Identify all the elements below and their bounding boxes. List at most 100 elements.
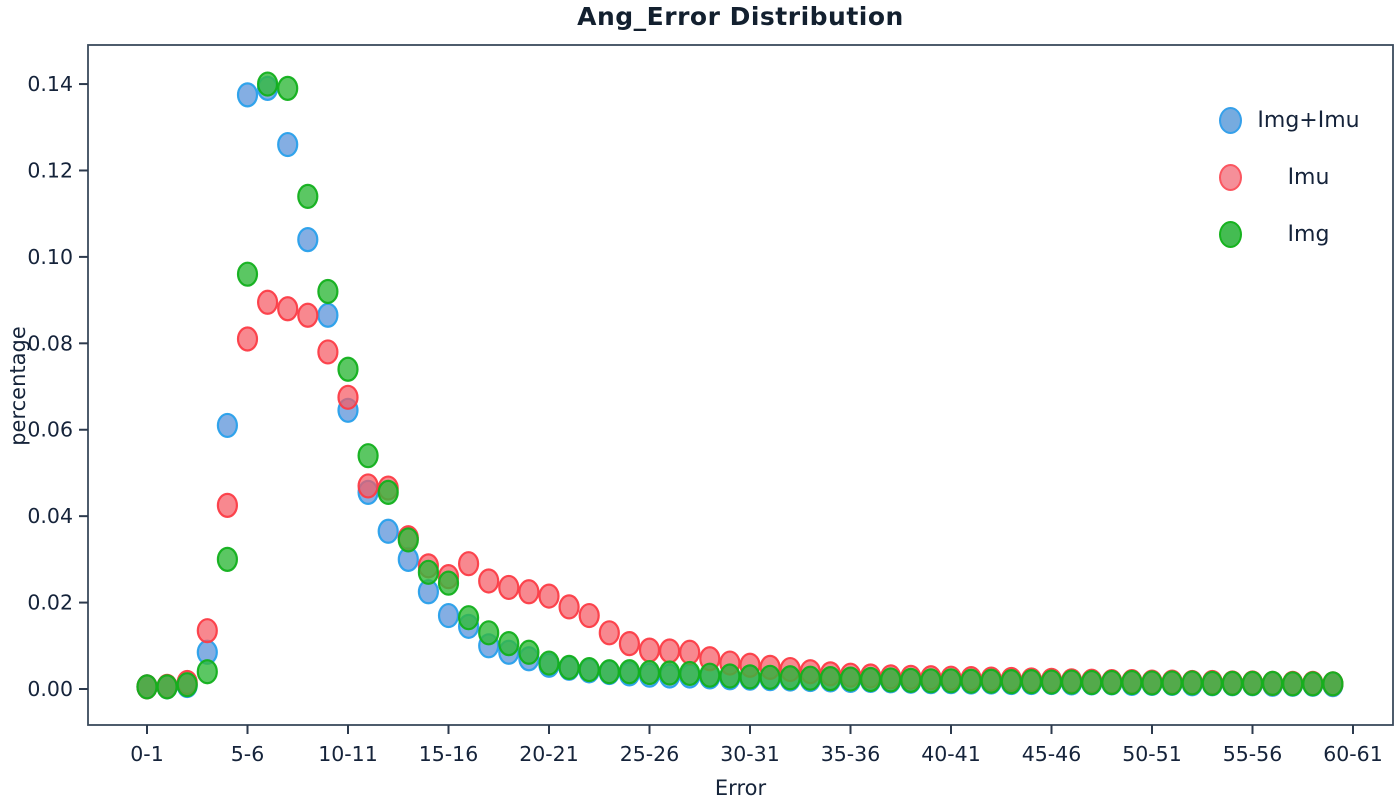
data-point (377, 479, 399, 505)
legend-item-img-imu: Img+Imu (1205, 92, 1375, 149)
data-point (317, 278, 339, 305)
data-point (216, 546, 238, 572)
data-point (1000, 669, 1022, 695)
x-tick-label: 45-46 (1022, 742, 1082, 766)
data-point (156, 674, 178, 700)
data-point (1141, 670, 1163, 696)
data-point (377, 518, 399, 544)
y-tick-label: 0.08 (27, 331, 73, 355)
x-tick-label: 50-51 (1122, 742, 1182, 766)
legend-marker-imu-icon (1219, 164, 1242, 191)
data-point (618, 631, 641, 657)
data-point (578, 656, 600, 683)
data-point (538, 583, 560, 609)
data-point (1302, 671, 1324, 697)
data-point (317, 339, 339, 365)
data-point (277, 296, 299, 322)
y-tick-label: 0.00 (27, 677, 73, 701)
data-point (558, 594, 580, 620)
data-point (538, 650, 560, 676)
data-point (679, 660, 701, 687)
data-point (920, 668, 942, 694)
data-point (719, 663, 741, 689)
y-tick-label: 0.14 (27, 72, 73, 96)
y-tick-label: 0.06 (27, 418, 73, 442)
data-point (357, 443, 379, 469)
legend-marker-img-icon (1219, 221, 1242, 248)
data-point (196, 618, 218, 644)
data-point (598, 620, 620, 646)
data-point (1101, 669, 1123, 696)
data-point (257, 71, 279, 97)
data-point (1261, 670, 1284, 696)
y-axis: 0.00 0.02 0.04 0.06 0.08 0.10 0.12 0.14 (27, 72, 88, 701)
data-point (317, 302, 339, 328)
data-point (277, 131, 299, 158)
data-point (518, 639, 540, 665)
data-point (759, 664, 781, 690)
y-tick-label: 0.12 (27, 158, 73, 182)
data-point (1161, 670, 1183, 696)
data-point (458, 551, 480, 577)
data-point (518, 579, 540, 605)
data-point (859, 666, 882, 693)
data-point (638, 637, 661, 663)
data-point (478, 568, 500, 594)
x-axis: 0-1 5-6 10-11 15-16 20-21 25-26 30-31 35-36 40-4… (130, 725, 1383, 766)
data-point (1081, 669, 1103, 696)
data-point (216, 492, 238, 518)
data-point (417, 559, 439, 585)
data-point (1201, 670, 1223, 696)
y-axis-label: percentage (6, 326, 30, 446)
x-tick-label: 15-16 (419, 742, 479, 766)
y-tick-label: 0.04 (27, 504, 73, 528)
data-point (498, 631, 520, 657)
data-point (658, 638, 681, 664)
data-point (337, 356, 359, 382)
data-point (779, 665, 801, 691)
data-point (839, 666, 862, 692)
x-tick-label: 20-21 (519, 742, 579, 766)
x-tick-label: 35-36 (821, 742, 881, 766)
data-point (1181, 670, 1203, 696)
data-point (297, 227, 319, 253)
data-point (1221, 670, 1244, 696)
data-point (819, 666, 842, 692)
data-point (1322, 671, 1344, 697)
legend-label-img: Img (1287, 222, 1330, 247)
data-point (397, 527, 419, 553)
legend-label-imu: Imu (1287, 165, 1330, 190)
data-point (679, 639, 701, 665)
data-point (297, 302, 319, 328)
legend-marker-img-imu-icon (1219, 107, 1242, 134)
data-point (236, 261, 259, 287)
x-tick-label: 60-61 (1323, 742, 1383, 766)
legend-item-img: Img (1205, 206, 1375, 263)
data-point (236, 82, 259, 108)
data-point (498, 574, 520, 601)
legend-label-img-imu: Img+Imu (1257, 108, 1360, 133)
y-tick-label: 0.02 (27, 591, 73, 615)
data-point (1241, 670, 1264, 696)
legend: Img+Imu Imu Img (1205, 92, 1375, 263)
data-point (1121, 669, 1143, 696)
data-point (699, 662, 721, 688)
data-point (1020, 669, 1043, 695)
data-point (196, 659, 218, 685)
data-point (799, 665, 821, 691)
data-point (618, 659, 641, 685)
data-point (739, 664, 761, 690)
data-point (297, 183, 319, 210)
x-axis-label: Error (714, 776, 767, 800)
data-point (1040, 669, 1063, 695)
data-point (437, 570, 460, 596)
x-tick-label: 5-6 (231, 742, 264, 766)
legend-item-imu: Imu (1205, 149, 1375, 206)
series-img (136, 71, 1344, 700)
data-point (176, 672, 198, 698)
data-point (478, 620, 500, 646)
data-point (437, 602, 460, 629)
plot-border (87, 44, 1394, 726)
